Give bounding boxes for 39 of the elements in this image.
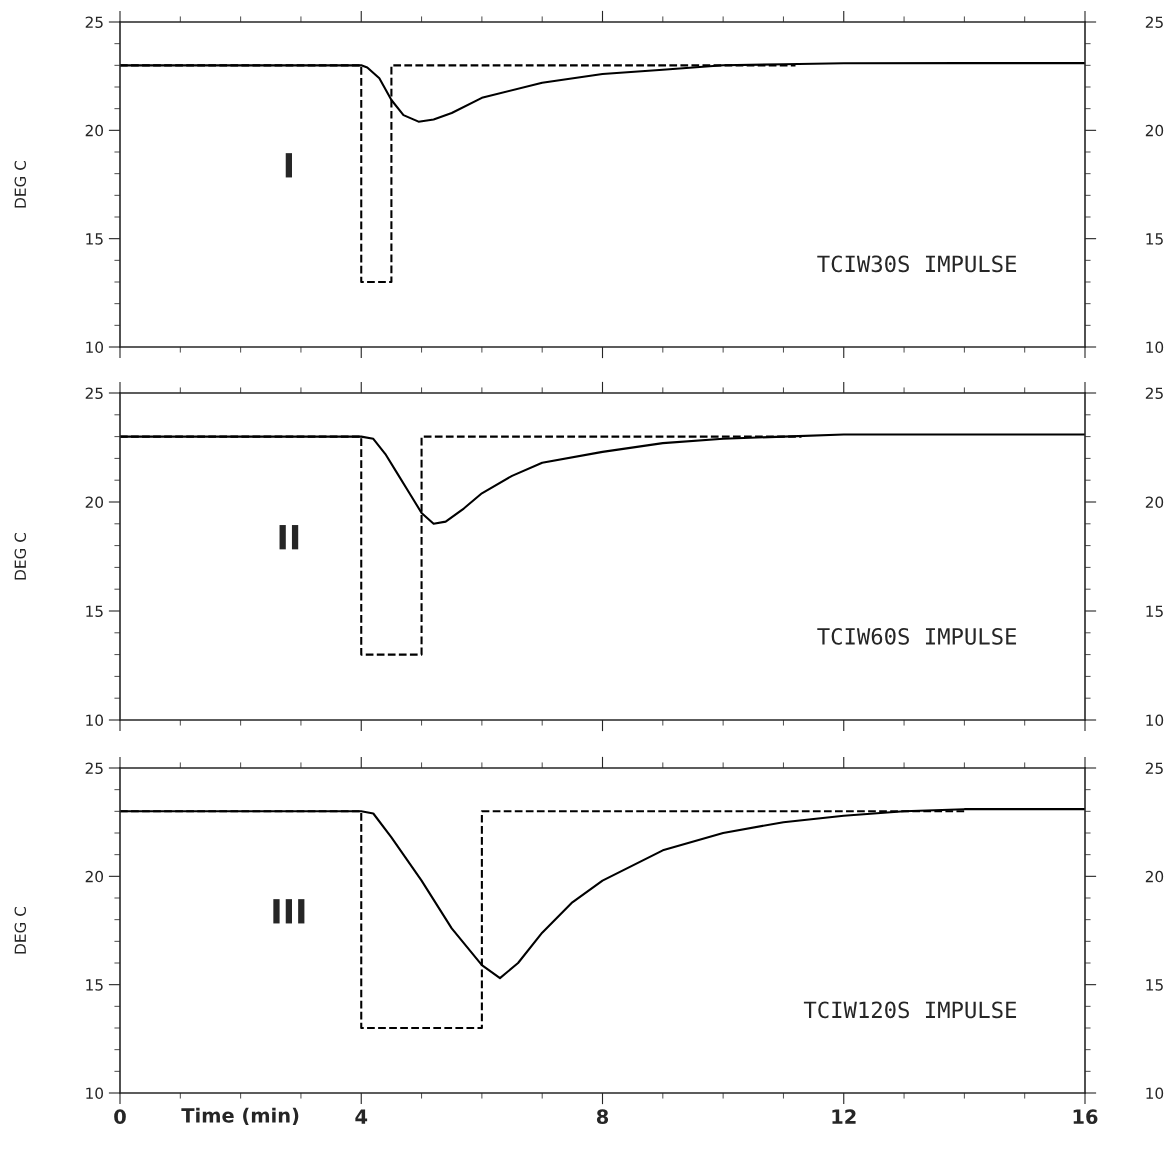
y2-tick-label: 25	[1145, 387, 1163, 400]
x-tick-label: 8	[596, 1109, 609, 1125]
x-tick-label: 0	[114, 1109, 126, 1125]
annotation: TCIW120S IMPULSE	[803, 1001, 1017, 1019]
annotation: TCIW60S IMPULSE	[817, 627, 1017, 645]
annotation: TCIW30S IMPULSE	[817, 255, 1017, 273]
y-tick-label: 15	[86, 979, 103, 991]
annotation: I	[285, 153, 292, 178]
y-tick-label: 20	[85, 870, 104, 883]
x-axis-title: Time (min)	[181, 1107, 299, 1125]
y-tick-label: 20	[85, 124, 104, 137]
y2-tick-label: 15	[1146, 233, 1163, 245]
y2-tick-label: 15	[1146, 605, 1163, 618]
y-tick-label: 10	[86, 1087, 104, 1100]
y-tick-label: 15	[86, 605, 103, 618]
y-axis-title: DEG C	[14, 160, 27, 208]
y2-tick-label: 10	[1146, 714, 1164, 727]
y2-tick-label: 10	[1146, 341, 1164, 354]
y-tick-label: 20	[85, 496, 104, 509]
y-axis-title: DEG C	[14, 532, 27, 580]
annotation: III	[273, 899, 305, 924]
y-tick-label: 10	[86, 714, 104, 727]
y2-tick-label: 20	[1145, 496, 1164, 509]
y2-tick-label: 25	[1145, 16, 1163, 29]
y-tick-label: 25	[85, 387, 103, 400]
x-tick-label: 16	[1073, 1109, 1098, 1125]
y-tick-label: 10	[86, 341, 104, 354]
y-tick-label: 25	[85, 16, 103, 29]
annotation: II	[279, 525, 299, 550]
x-tick-label: 12	[832, 1109, 856, 1124]
x-tick-label: 4	[355, 1109, 368, 1124]
y2-tick-label: 20	[1145, 124, 1164, 137]
y-tick-label: 25	[85, 762, 103, 775]
y2-tick-label: 10	[1146, 1087, 1164, 1100]
y2-tick-label: 15	[1146, 979, 1163, 991]
y2-tick-label: 20	[1145, 870, 1164, 883]
y-tick-label: 15	[86, 233, 103, 245]
y2-tick-label: 25	[1145, 762, 1163, 775]
y-axis-title: DEG C	[14, 906, 27, 954]
